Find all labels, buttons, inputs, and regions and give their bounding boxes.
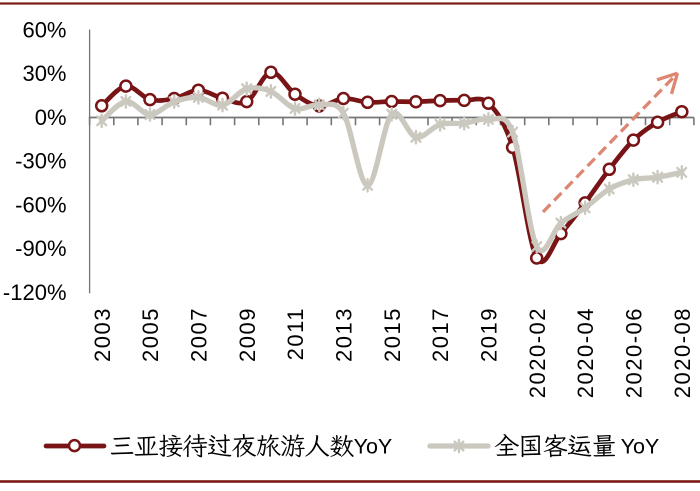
svg-text:-60%: -60% [15, 193, 66, 218]
svg-text:2019: 2019 [477, 307, 502, 362]
svg-text:0%: 0% [35, 105, 67, 130]
svg-text:60%: 60% [22, 17, 66, 42]
svg-text:-90%: -90% [15, 236, 66, 261]
svg-text:YoY: YoY [621, 434, 660, 458]
svg-text:2020-04: 2020-04 [573, 307, 598, 398]
svg-text:-120%: -120% [3, 280, 67, 305]
svg-text:2013: 2013 [332, 307, 357, 362]
svg-text:2020-08: 2020-08 [670, 307, 695, 398]
svg-text:2007: 2007 [187, 307, 212, 362]
svg-text:YoY: YoY [354, 434, 393, 458]
svg-text:2003: 2003 [90, 307, 115, 362]
svg-text:2020-02: 2020-02 [525, 307, 550, 398]
svg-text:2017: 2017 [428, 307, 453, 362]
svg-text:2020-06: 2020-06 [622, 307, 647, 398]
svg-text:-30%: -30% [15, 149, 66, 174]
svg-text:2015: 2015 [380, 307, 405, 362]
svg-text:30%: 30% [22, 61, 66, 86]
svg-text:2011: 2011 [283, 307, 308, 360]
svg-text:2009: 2009 [235, 307, 260, 362]
svg-text:2005: 2005 [138, 307, 163, 362]
